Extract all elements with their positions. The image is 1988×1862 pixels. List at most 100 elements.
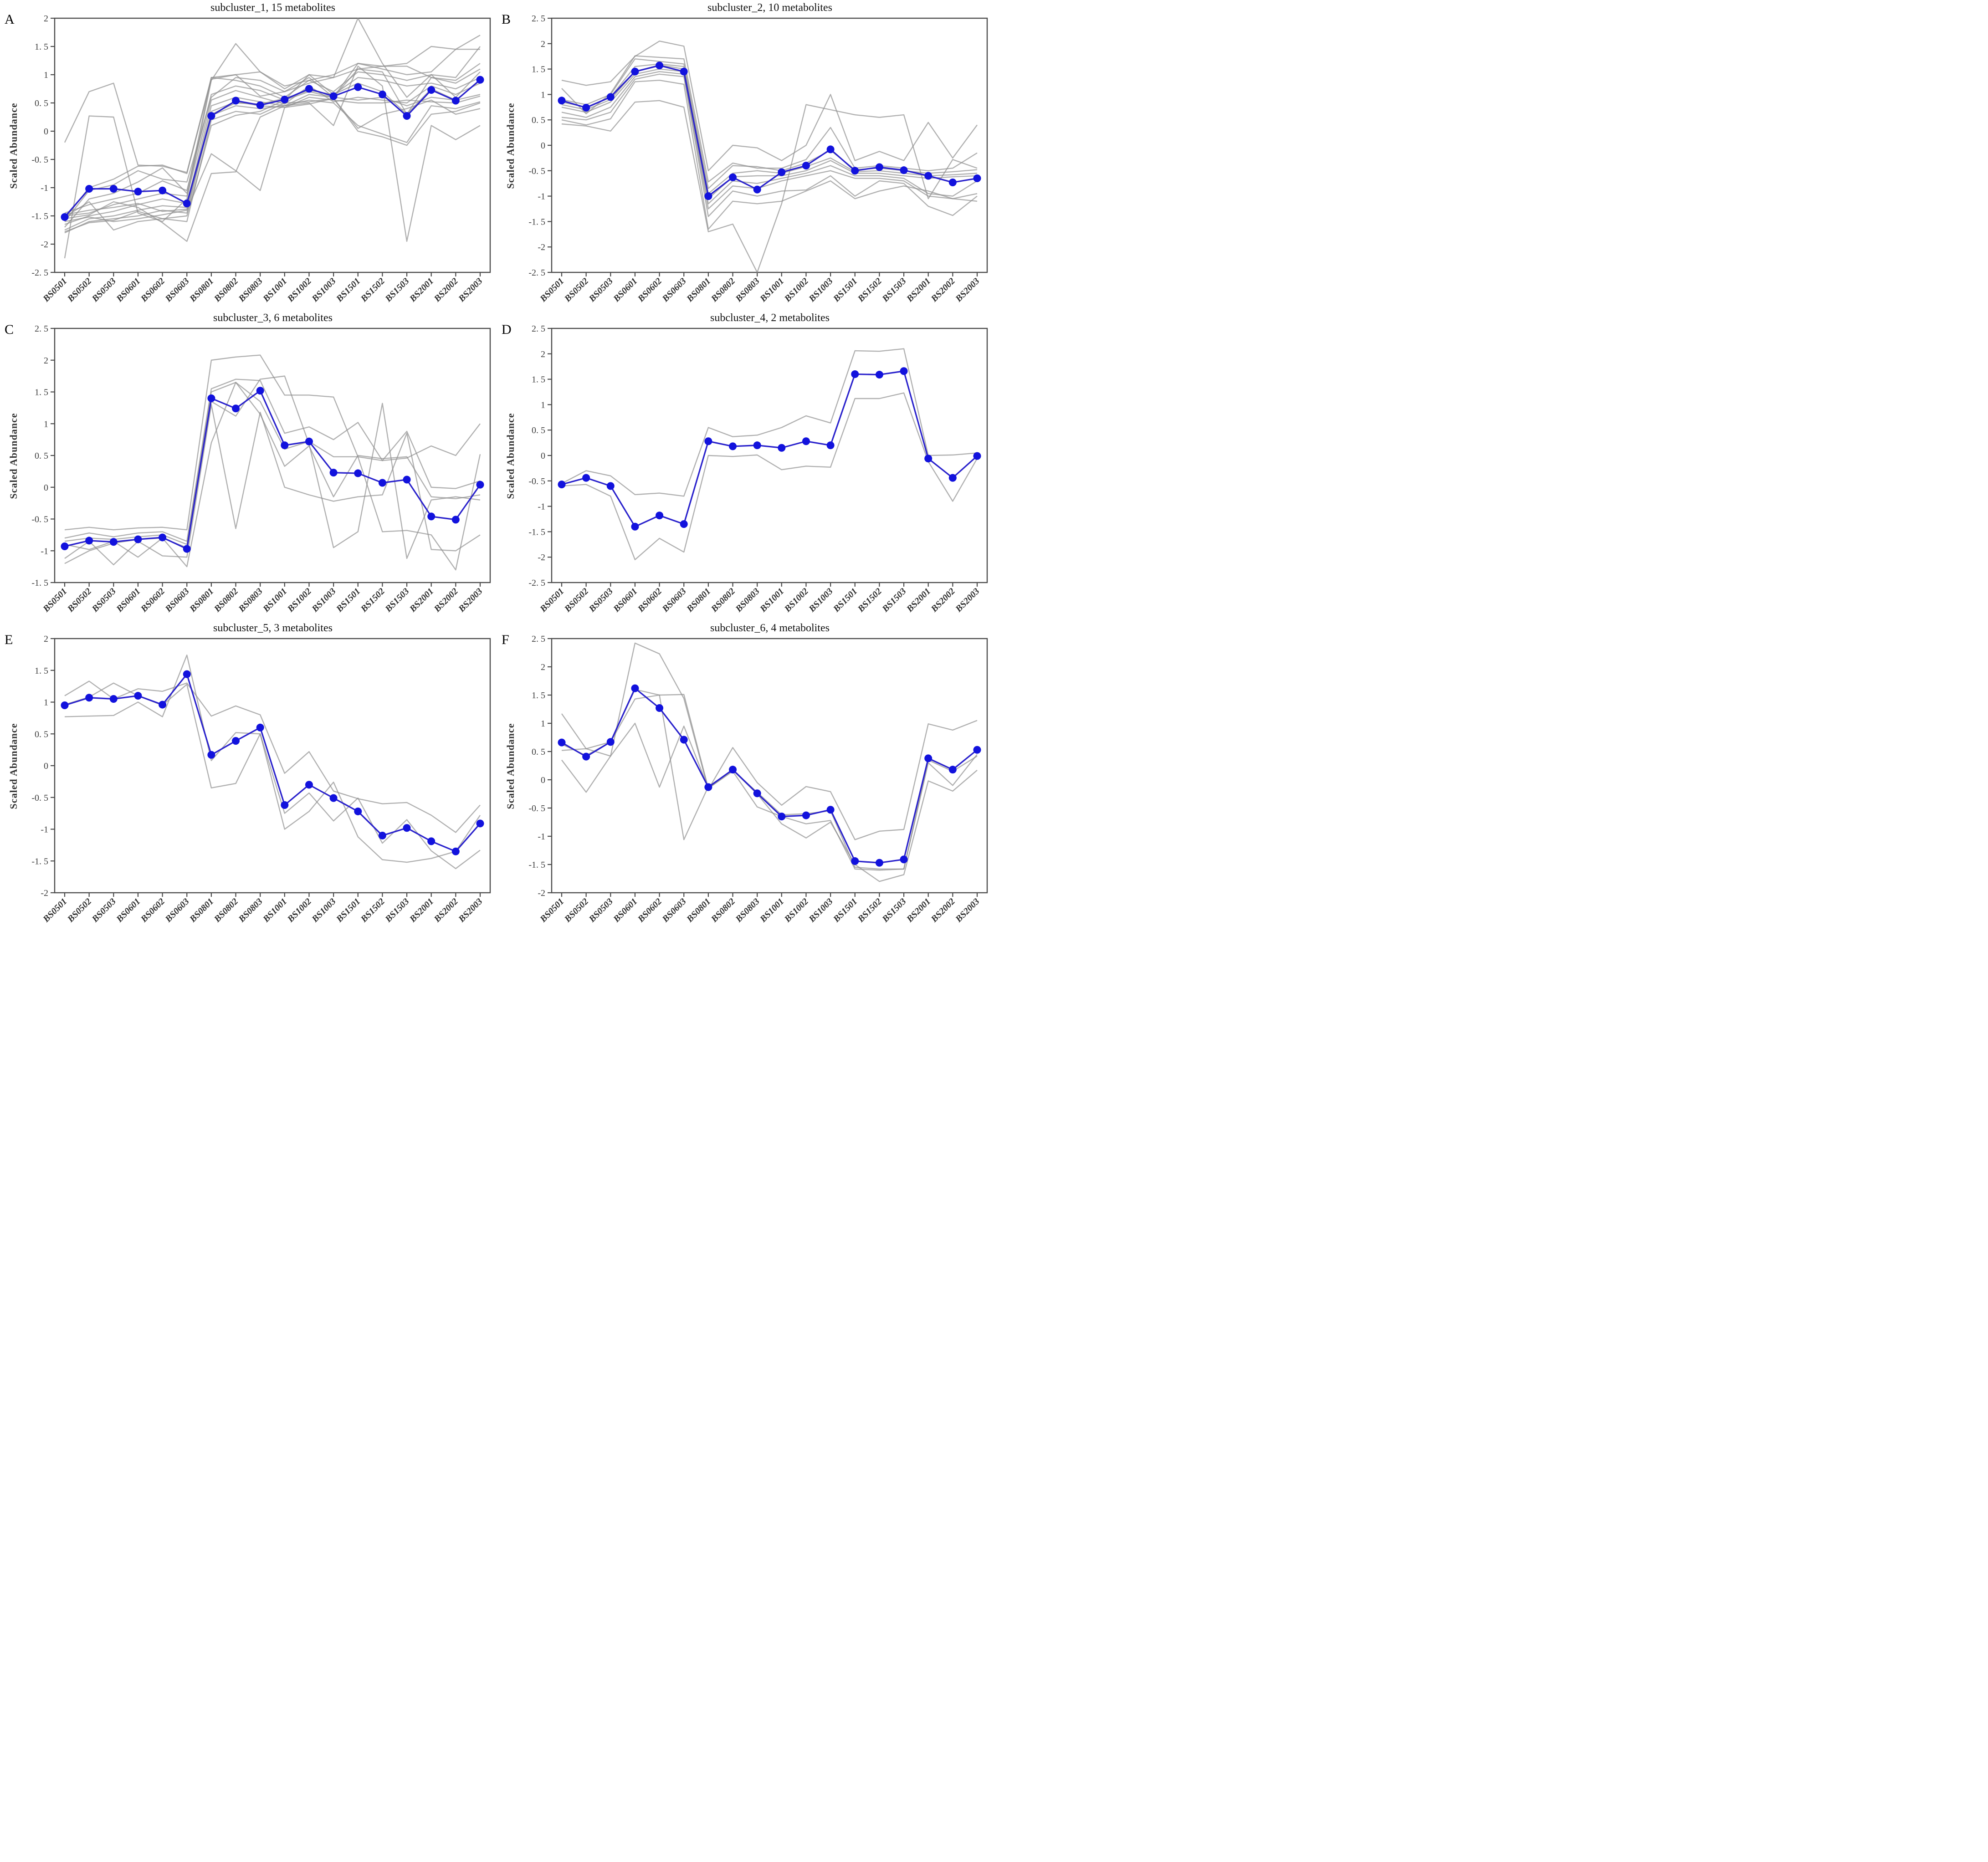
x-tick-label: BS0803 — [236, 896, 265, 925]
x-tick-label: BS0602 — [138, 896, 167, 925]
x-tick-label: BS1003 — [807, 276, 835, 304]
x-tick-label: BS0503 — [587, 276, 615, 304]
x-tick-label: BS2003 — [456, 276, 485, 304]
x-tick-label: BS1003 — [807, 586, 835, 614]
metabolite-line — [64, 375, 481, 559]
x-tick-label: BS2001 — [407, 896, 436, 925]
panel-subcluster-6: F subcluster_6, 4 metabolites Scaled Abu… — [497, 620, 994, 931]
mean-point — [61, 701, 69, 709]
mean-point — [778, 813, 786, 821]
metabolite-line — [561, 71, 978, 210]
y-tick-label: 2. 5 — [532, 634, 545, 644]
plot-frame — [54, 327, 491, 583]
mean-point — [802, 437, 810, 445]
panel-letter-d: D — [502, 322, 512, 337]
metabolite-line — [64, 17, 481, 259]
y-tick-label: 0. 5 — [532, 115, 545, 125]
x-tick-label: BS0802 — [212, 586, 240, 614]
mean-point — [606, 93, 615, 101]
y-tick-label: 1. 5 — [532, 691, 545, 701]
y-tick-label: 0 — [541, 451, 545, 461]
x-tick-label: BS1001 — [758, 276, 786, 304]
x-tick-label: BS0603 — [660, 586, 688, 614]
mean-line — [561, 370, 978, 527]
mean-point — [826, 441, 835, 450]
y-tick-label: -1. 5 — [31, 856, 48, 866]
mean-point — [680, 736, 688, 744]
subcluster-4-plot: 2. 5 2 1. 5 1 0. 5 0 -0. 5 -1 -1. 5 -2 -2. 5BS0501… — [528, 324, 988, 614]
x-tick-label: BS1501 — [334, 896, 362, 925]
y-tick-label: -2 — [41, 240, 48, 250]
panel-subcluster-4: D subcluster_4, 2 metabolites Scaled Abu… — [497, 310, 994, 620]
mean-point — [900, 367, 908, 375]
mean-point — [451, 97, 460, 105]
metabolite-line — [64, 66, 481, 242]
mean-point — [329, 92, 338, 100]
mean-point — [329, 469, 338, 477]
metabolite-line — [64, 655, 481, 870]
x-tick-label: BS0602 — [635, 276, 664, 304]
mean-point — [656, 512, 664, 520]
x-tick-label: BS1501 — [831, 276, 859, 304]
y-tick-label: -2. 5 — [528, 578, 545, 588]
metabolite-line — [561, 100, 978, 273]
y-tick-label: 1. 5 — [35, 388, 48, 398]
mean-point — [403, 476, 411, 484]
mean-point — [826, 806, 835, 814]
y-tick-label: -1 — [41, 825, 48, 835]
mean-point — [948, 766, 957, 774]
x-tick-label: BS0801 — [188, 276, 216, 304]
y-tick-label: 2. 5 — [35, 324, 48, 334]
mean-point — [109, 184, 118, 193]
mean-point — [109, 695, 118, 703]
x-tick-label: BS0602 — [138, 276, 167, 304]
x-tick-label: BS2003 — [456, 586, 485, 614]
plot-frame — [551, 17, 988, 273]
x-tick-label: BS1503 — [383, 276, 411, 304]
metabolite-line — [64, 680, 481, 833]
mean-point — [134, 188, 142, 196]
x-tick-label: BS0601 — [114, 276, 143, 304]
mean-point — [403, 112, 411, 120]
y-tick-label: 1 — [44, 70, 48, 80]
mean-point — [183, 545, 191, 553]
x-tick-label: BS1001 — [261, 586, 289, 614]
x-tick-label: BS0803 — [236, 586, 265, 614]
y-tick-label: -0. 5 — [31, 515, 48, 525]
mean-point — [851, 370, 859, 378]
x-tick-label: BS0802 — [212, 896, 240, 925]
metabolite-line — [561, 63, 978, 194]
y-tick-label: 0 — [541, 141, 545, 151]
y-tick-label: -2 — [538, 552, 545, 563]
metabolite-line — [64, 354, 481, 531]
metabolite-subcluster-figure: A subcluster_1, 15 metabolites Scaled Ab… — [0, 0, 994, 931]
mean-point — [354, 807, 362, 815]
y-tick-label: 2. 5 — [532, 14, 545, 24]
x-tick-label: BS0501 — [538, 276, 566, 304]
metabolite-line — [64, 62, 481, 219]
x-tick-label: BS0502 — [65, 896, 93, 925]
x-tick-label: BS1001 — [758, 896, 786, 925]
x-tick-label: BS2002 — [929, 896, 957, 925]
x-tick-label: BS0803 — [733, 896, 762, 925]
panel-letter-e: E — [5, 632, 13, 647]
x-tick-label: BS1502 — [359, 276, 387, 304]
metabolite-line — [561, 722, 978, 882]
mean-point — [900, 166, 908, 174]
panel-title-subcluster-1: subcluster_1, 15 metabolites — [210, 2, 335, 14]
x-tick-label: BS0503 — [90, 896, 118, 925]
x-tick-label: BS0502 — [562, 586, 590, 614]
x-tick-label: BS1503 — [880, 586, 908, 614]
x-tick-label: BS0801 — [685, 586, 713, 614]
y-tick-label: 1 — [541, 400, 545, 410]
mean-line — [64, 390, 481, 550]
mean-point — [354, 83, 362, 91]
y-tick-label: -2 — [538, 888, 545, 898]
x-tick-label: BS1502 — [359, 586, 387, 614]
metabolite-line — [64, 97, 481, 232]
x-tick-label: BS2003 — [953, 586, 982, 614]
metabolite-line — [64, 382, 481, 571]
y-tick-label: 1. 5 — [35, 42, 48, 52]
mean-point — [729, 766, 737, 774]
mean-point — [753, 789, 761, 798]
